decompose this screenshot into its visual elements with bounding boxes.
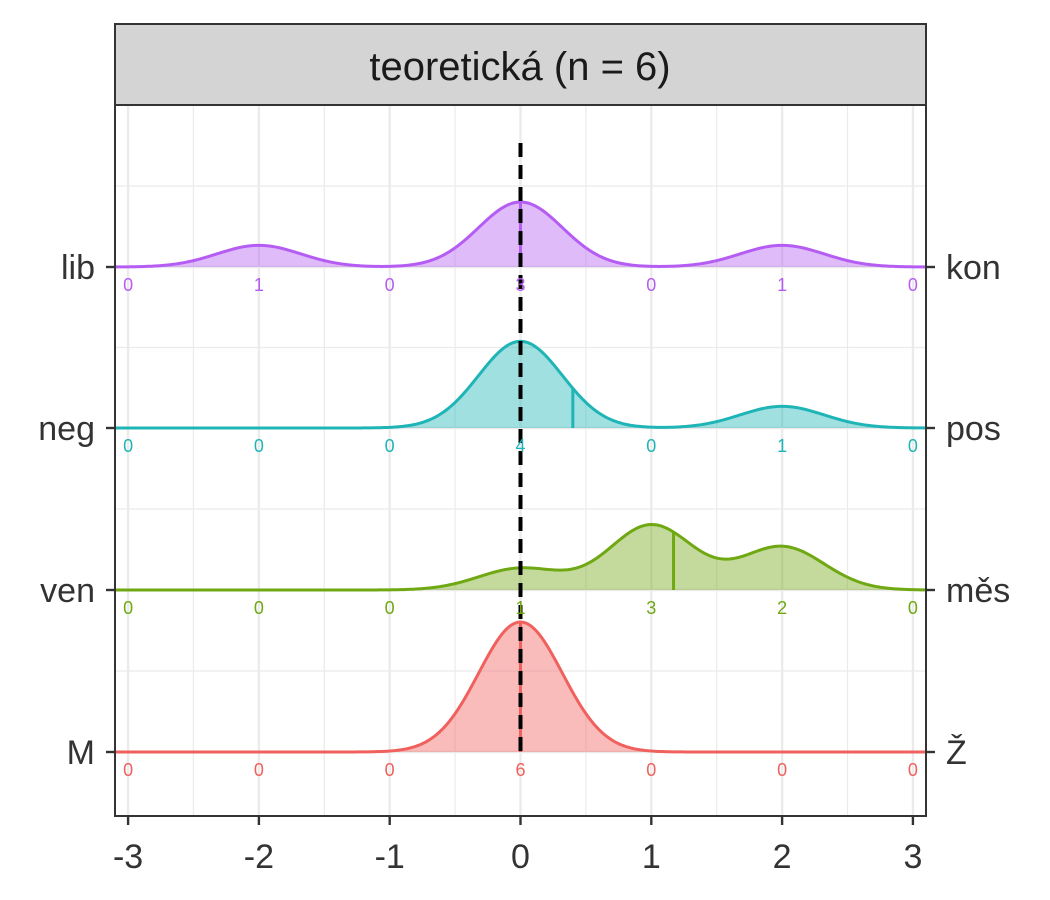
y-tick-label-left: lib <box>61 249 95 287</box>
count-label: 3 <box>515 275 525 295</box>
count-label: 0 <box>646 760 656 780</box>
x-tick-label: 3 <box>903 838 922 876</box>
density-fill <box>115 524 926 590</box>
y-tick-label-right: měs <box>946 572 1010 610</box>
facet-title: teoretická (n = 6) <box>369 45 670 89</box>
count-label: 1 <box>254 275 264 295</box>
y-tick-label-right: kon <box>946 249 1001 287</box>
count-label: 0 <box>254 760 264 780</box>
count-label: 0 <box>123 760 133 780</box>
y-tick-label-left: ven <box>40 572 95 610</box>
count-label: 0 <box>385 275 395 295</box>
count-label: 0 <box>254 598 264 618</box>
count-label: 1 <box>515 598 525 618</box>
y-tick-label-right: Ž <box>946 734 967 772</box>
facet-strip: teoretická (n = 6) <box>114 23 927 106</box>
count-label: 0 <box>123 275 133 295</box>
strip-background <box>114 23 927 106</box>
count-label: 0 <box>908 275 918 295</box>
y-tick-label-right: pos <box>946 410 1001 448</box>
count-label: 0 <box>646 275 656 295</box>
count-label: 0 <box>908 598 918 618</box>
x-tick-label: -1 <box>375 838 405 876</box>
x-tick-label: 0 <box>511 838 530 876</box>
y-tick-label-left: M <box>67 734 95 772</box>
count-label: 3 <box>646 598 656 618</box>
x-tick-label: 1 <box>642 838 661 876</box>
x-tick-label: 2 <box>773 838 792 876</box>
count-label: 0 <box>646 436 656 456</box>
count-label: 6 <box>515 760 525 780</box>
x-tick-label: -2 <box>244 838 274 876</box>
count-labels: 0 0 0 6 0 0 0 0 0 0 1 3 2 0 0 0 0 4 0 1 0 0 1 0 3 0 1 0 <box>123 275 918 780</box>
count-label: 0 <box>385 436 395 456</box>
x-tick-label: -3 <box>113 838 143 876</box>
count-label: 0 <box>908 436 918 456</box>
count-label: 0 <box>123 598 133 618</box>
count-label: 1 <box>777 436 787 456</box>
count-label: 0 <box>385 598 395 618</box>
count-label: 2 <box>777 598 787 618</box>
count-label: 0 <box>254 436 264 456</box>
count-label: 1 <box>777 275 787 295</box>
count-label: 0 <box>385 760 395 780</box>
count-label: 4 <box>515 436 525 456</box>
count-label: 0 <box>777 760 787 780</box>
count-label: 0 <box>123 436 133 456</box>
count-label: 0 <box>908 760 918 780</box>
y-tick-label-left: neg <box>38 410 95 448</box>
density-fill <box>115 341 926 428</box>
